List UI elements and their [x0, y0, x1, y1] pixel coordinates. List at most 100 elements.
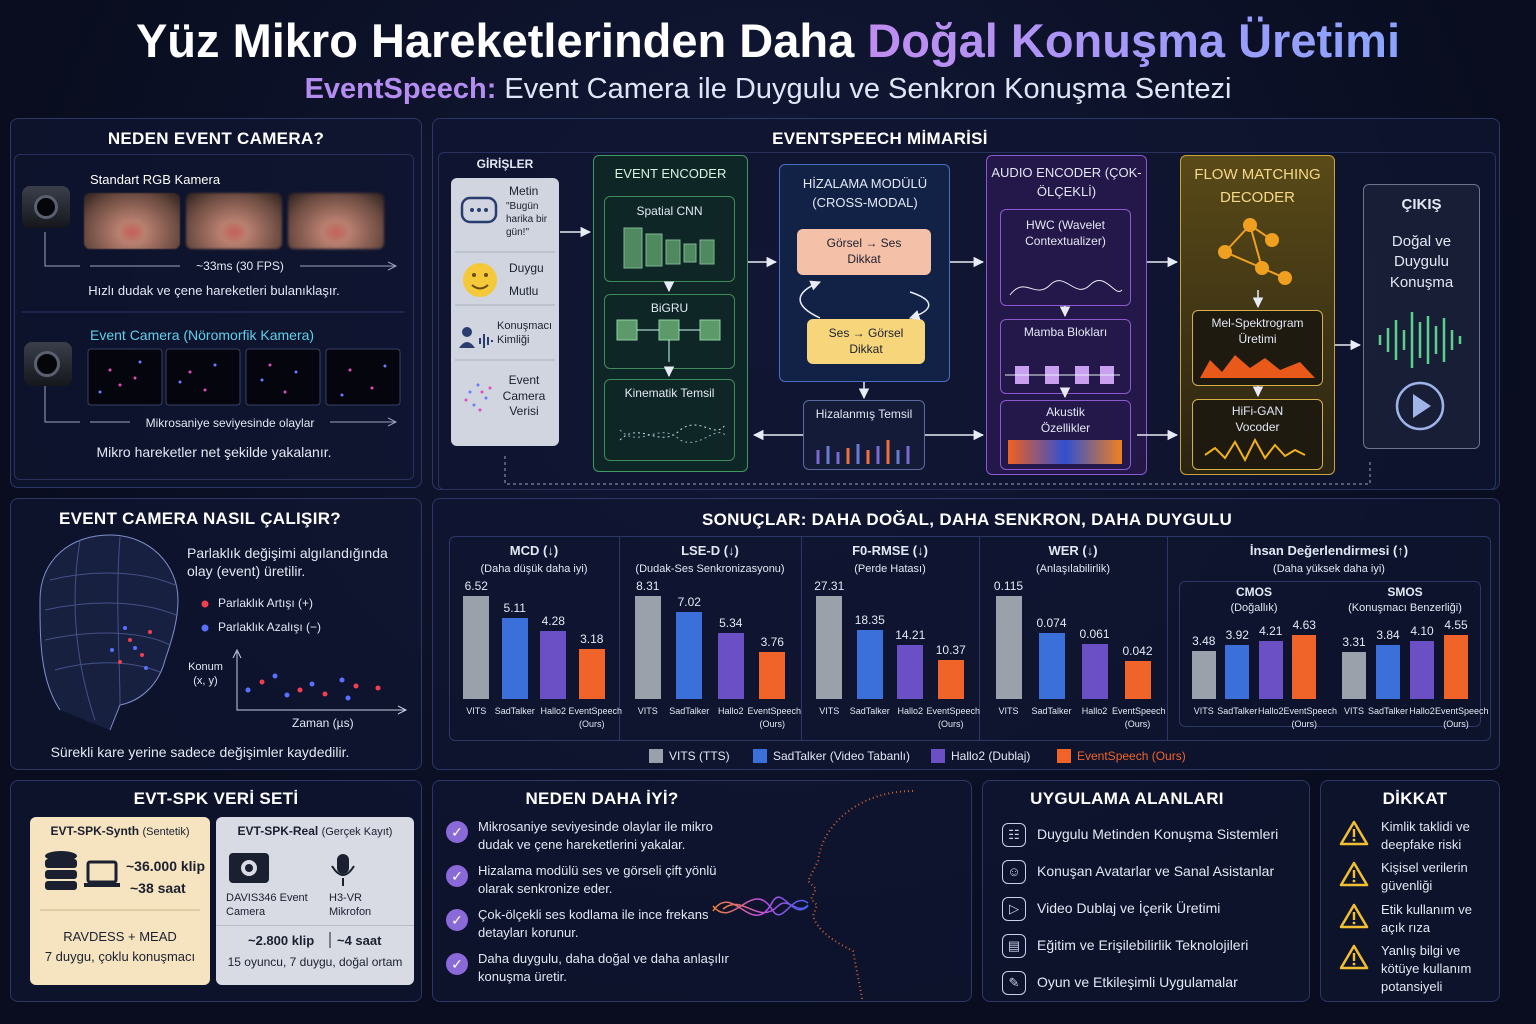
- category-label: Hallo2: [897, 706, 923, 716]
- synth-clips: ~36.000 klip: [126, 858, 206, 874]
- decoration: [178, 380, 182, 384]
- how-legend-pos: Parlaklık Artışı (+): [218, 596, 314, 610]
- app-icon: ✎: [1002, 971, 1026, 995]
- decoration: [712, 896, 809, 916]
- decoration: [472, 273, 476, 277]
- wireframe-head: [39, 534, 408, 731]
- why-event-event-note: Mikro hareketler net şekilde yakalanır.: [96, 444, 332, 460]
- event-encoder-kinematic: Kinematik Temsil: [624, 386, 715, 400]
- warning-icon: [1339, 820, 1369, 846]
- decoration: [383, 364, 387, 368]
- separator: [619, 536, 620, 741]
- decoration: [245, 687, 251, 693]
- human-subtitle: (Daha yüksek daha iyi): [1273, 563, 1385, 575]
- decoration: [34, 195, 58, 219]
- warning-icon: [1339, 861, 1369, 887]
- legend-label: SadTalker (Video Tabanlı): [773, 749, 910, 763]
- chart-title: SMOS: [1387, 585, 1423, 599]
- warning-icon: [1339, 903, 1369, 929]
- voice-illustration: [712, 790, 914, 1001]
- category-label: EventSpeech (Ours): [747, 706, 802, 729]
- decoration: [488, 386, 492, 390]
- aligned-box: [803, 400, 925, 470]
- architecture-graphics: [504, 218, 1462, 485]
- bar: [1191, 650, 1216, 699]
- decoration: [87, 348, 163, 406]
- app-icon: ☺: [1002, 860, 1026, 884]
- synth-card: [30, 817, 210, 985]
- decoration: [468, 390, 472, 394]
- decoration: [84, 883, 120, 887]
- category-label: SadTalker: [494, 706, 535, 716]
- warning-icon: [1339, 944, 1369, 970]
- value-label: 0.115: [993, 579, 1024, 593]
- decoration: [619, 429, 726, 443]
- value-label: 3.84: [1376, 627, 1400, 642]
- decoration: [1352, 829, 1356, 837]
- event-encoder-cnn: Spatial CNN: [636, 204, 703, 218]
- decoration: [1339, 861, 1369, 887]
- legend-label: Hallo2 (Dublaj): [951, 749, 1031, 763]
- category-label: EventSpeech (Ours): [568, 706, 623, 729]
- decoration: [123, 626, 127, 630]
- decoration: [460, 196, 498, 224]
- decoration: [340, 393, 344, 397]
- main-title: Yüz Mikro Hareketlerinden Daha Doğal Kon…: [0, 14, 1536, 68]
- value-label: 3.48: [1192, 633, 1216, 648]
- decoration: [459, 342, 475, 348]
- bar: [816, 596, 843, 699]
- decoration: [45, 851, 77, 861]
- decoration: [108, 363, 374, 394]
- panel-caution: [1320, 780, 1500, 1002]
- output-title: ÇIKIŞ: [1401, 196, 1442, 213]
- decoration: [478, 408, 482, 412]
- decoration: [118, 630, 152, 664]
- synth-source: RAVDESS + MEAD: [63, 929, 177, 944]
- check-icon: ✓: [446, 953, 468, 975]
- sub-box: [604, 196, 735, 282]
- decoration: [216, 925, 414, 926]
- chart-subtitle: (Perde Hatası): [854, 563, 926, 575]
- decoration: [201, 624, 209, 632]
- decoration: [45, 881, 77, 890]
- architecture-title: EVENTSPEECH MİMARİSİ: [772, 129, 988, 148]
- application-item: Duygulu Metinden Konuşma Sistemleri: [1037, 826, 1279, 842]
- decoration: [74, 539, 96, 721]
- decoration: [1352, 962, 1356, 966]
- bar: [501, 618, 528, 699]
- face-frame: [84, 193, 180, 249]
- event-camera-icon: [24, 342, 72, 386]
- decoration: [45, 859, 77, 868]
- value-label: 4.21: [1259, 623, 1283, 638]
- synth-desc: 7 duygu, çoklu konuşmacı: [44, 949, 196, 964]
- decoration: [44, 232, 398, 271]
- decoration: [623, 227, 715, 269]
- dataset-icons: [40, 851, 414, 948]
- chart-subtitle: (Dudak-Ses Senkronizasyonu): [635, 563, 785, 575]
- category-label: EventSpeech (Ours): [1112, 706, 1166, 729]
- how-note: Sürekli kare yerine sadece değişimler ka…: [50, 744, 350, 760]
- decoration: [259, 679, 265, 685]
- decoration: [619, 424, 726, 441]
- v2a-box: [797, 229, 931, 275]
- decoration: [370, 386, 374, 390]
- caution-title: DİKKAT: [1382, 789, 1448, 808]
- encoder-icons: [616, 227, 726, 443]
- decoration: [816, 440, 910, 464]
- decoration: [87, 348, 401, 406]
- decoration: [477, 208, 481, 212]
- decoration: [1413, 394, 1431, 418]
- sub-box: [604, 379, 735, 461]
- decoration: [1008, 440, 1122, 464]
- value-label: 10.37: [935, 642, 966, 657]
- decoration: [98, 390, 102, 394]
- why-better-title: NEDEN DAHA İYİ?: [525, 789, 679, 808]
- decoration: [645, 233, 663, 267]
- decoration: [44, 536, 177, 721]
- decoration: [1352, 921, 1356, 925]
- legend-label: EventSpeech (Ours): [1077, 749, 1186, 763]
- real-desc: 15 oyuncu, 7 duygu, doğal ortam: [227, 955, 403, 969]
- decoration: [297, 687, 303, 693]
- event-frames: [87, 348, 401, 406]
